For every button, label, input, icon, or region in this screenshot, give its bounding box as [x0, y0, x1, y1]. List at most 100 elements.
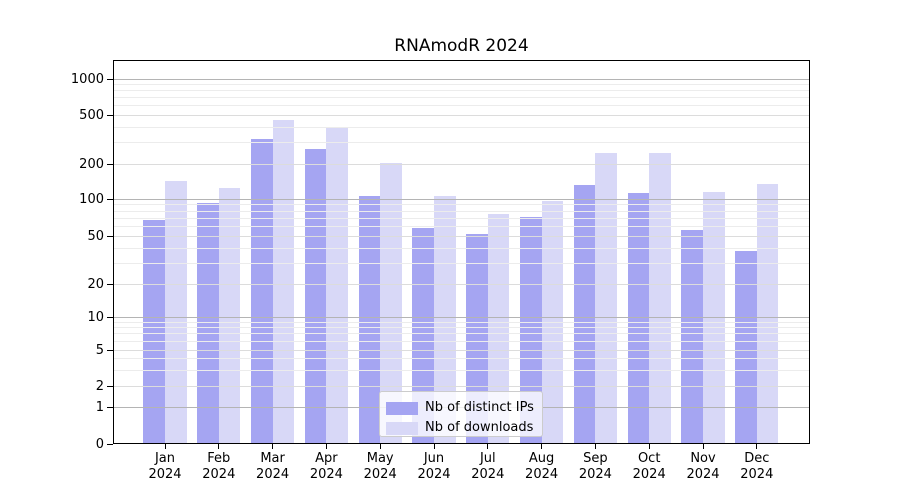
x-axis-tick — [325, 444, 327, 449]
x-axis-label: Sep 2024 — [578, 451, 612, 482]
y-axis-label: 1000 — [70, 71, 104, 87]
minor-gridline — [113, 358, 810, 360]
y-axis-tick — [107, 78, 113, 80]
bar-nb-of-distinct-ips — [520, 216, 542, 444]
bar-nb-of-distinct-ips — [358, 195, 381, 444]
bar-nb-of-downloads — [756, 184, 779, 444]
y-axis-label: 1 — [95, 399, 104, 415]
minor-gridline — [113, 141, 810, 143]
minor-gridline — [113, 226, 810, 228]
y-axis-label: 20 — [87, 277, 104, 292]
y-axis-tick — [107, 114, 113, 116]
chart-title: RNAmodR 2024 — [394, 36, 529, 56]
x-axis-label: Nov 2024 — [686, 451, 720, 482]
x-axis-label: Jun 2024 — [417, 451, 451, 482]
major-gridline — [113, 385, 810, 387]
x-axis-label: Jan 2024 — [148, 451, 182, 482]
x-axis-tick — [648, 444, 650, 449]
decade-gridline — [113, 198, 810, 200]
x-axis-label: Apr 2024 — [309, 451, 343, 482]
x-axis-label: Aug 2024 — [525, 451, 559, 482]
decade-gridline — [113, 78, 810, 80]
legend-swatch-distinct-ips — [386, 401, 418, 415]
minor-gridline — [113, 105, 810, 107]
bar-nb-of-distinct-ips — [197, 202, 219, 444]
bar-nb-of-downloads — [380, 163, 402, 444]
y-axis-label: 5 — [95, 342, 104, 358]
y-axis-tick — [107, 198, 113, 200]
major-gridline — [113, 284, 810, 285]
legend: Nb of distinct IPs Nb of downloads — [379, 391, 543, 437]
bar-nb-of-distinct-ips — [251, 139, 273, 444]
x-axis-tick — [433, 444, 435, 449]
legend-entry-downloads: Nb of downloads — [386, 418, 534, 438]
y-axis-label: 200 — [79, 156, 104, 172]
minor-gridline — [113, 369, 810, 371]
x-axis-label: Jul 2024 — [471, 451, 505, 482]
y-axis-label: 10 — [87, 309, 104, 325]
y-axis-tick — [107, 406, 113, 408]
x-axis-tick — [272, 444, 274, 449]
legend-label-distinct-ips: Nb of distinct IPs — [425, 400, 534, 415]
major-gridline — [113, 236, 810, 237]
bar-nb-of-downloads — [272, 120, 295, 444]
y-axis-tick — [107, 349, 113, 351]
y-axis-label: 50 — [87, 229, 104, 244]
x-axis-tick — [594, 444, 596, 449]
minor-gridline — [113, 321, 810, 323]
minor-gridline — [113, 333, 810, 335]
major-gridline — [113, 114, 810, 116]
bar-nb-of-distinct-ips — [627, 193, 650, 444]
y-axis-tick — [107, 163, 113, 165]
y-axis-tick — [107, 316, 113, 318]
y-axis-label: 100 — [79, 191, 104, 207]
y-axis-tick — [107, 236, 113, 237]
bar-nb-of-distinct-ips — [412, 227, 434, 444]
minor-gridline — [113, 217, 810, 219]
bar-nb-of-distinct-ips — [735, 250, 757, 444]
bar-nb-of-distinct-ips — [573, 185, 596, 444]
minor-gridline — [113, 210, 810, 212]
x-axis-tick — [756, 444, 758, 449]
decade-gridline — [113, 316, 810, 318]
minor-gridline — [113, 340, 810, 342]
y-axis-tick — [107, 443, 113, 445]
minor-gridline — [113, 262, 810, 264]
bar-nb-of-downloads — [326, 128, 348, 444]
x-axis-tick — [164, 444, 166, 449]
x-axis-label: Feb 2024 — [202, 451, 236, 482]
x-axis-label: May 2024 — [363, 451, 397, 482]
major-gridline — [113, 349, 810, 351]
y-axis-tick — [107, 284, 113, 285]
y-axis-label: 2 — [95, 378, 104, 394]
minor-gridline — [113, 327, 810, 329]
y-axis-label: 500 — [79, 107, 104, 123]
bar-nb-of-distinct-ips — [143, 219, 165, 444]
x-axis-tick — [379, 444, 381, 449]
minor-gridline — [113, 126, 810, 128]
y-axis-label: 0 — [95, 436, 104, 452]
legend-entry-distinct-ips: Nb of distinct IPs — [386, 398, 534, 418]
minor-gridline — [113, 90, 810, 92]
bar-nb-of-downloads — [703, 191, 725, 444]
minor-gridline — [113, 247, 810, 249]
bar-nb-of-downloads — [165, 180, 187, 444]
x-axis-tick — [218, 444, 220, 449]
bar-nb-of-downloads — [434, 195, 456, 444]
x-axis-label: Oct 2024 — [632, 451, 666, 482]
bar-nb-of-downloads — [649, 153, 671, 444]
x-axis-label: Mar 2024 — [256, 451, 290, 482]
legend-label-downloads: Nb of downloads — [425, 420, 534, 435]
bar-nb-of-distinct-ips — [304, 149, 327, 444]
major-gridline — [113, 163, 810, 165]
bar-nb-of-downloads — [218, 188, 241, 444]
bar-nb-of-distinct-ips — [681, 230, 703, 444]
x-axis-tick — [541, 444, 543, 449]
bar-nb-of-downloads — [595, 152, 617, 444]
x-axis-tick — [487, 444, 489, 449]
y-axis-tick — [107, 385, 113, 387]
legend-swatch-downloads — [386, 421, 418, 435]
minor-gridline — [113, 204, 810, 206]
minor-gridline — [113, 84, 810, 86]
